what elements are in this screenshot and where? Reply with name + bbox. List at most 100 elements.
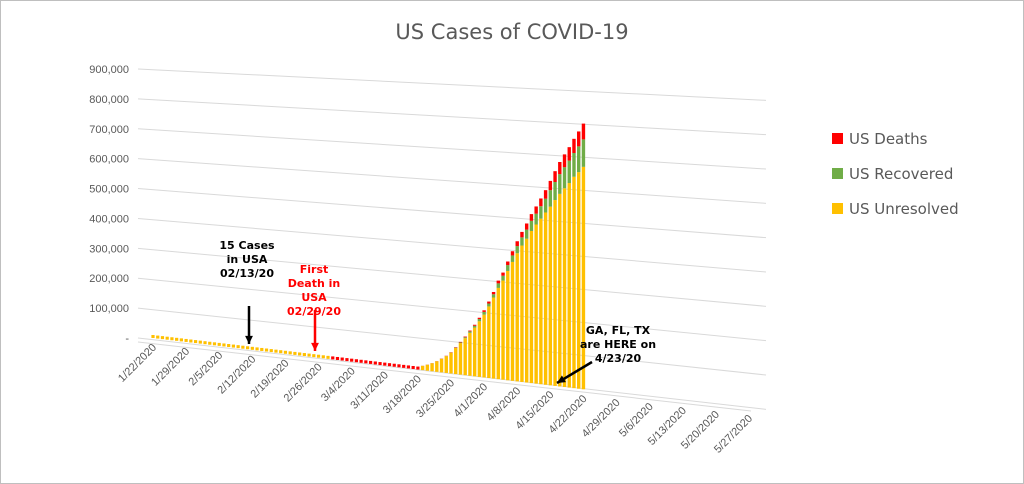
annotation-text: Death in [288,277,341,290]
bar-recovered [458,342,463,344]
bar-unresolved [567,183,571,388]
bar-tail [165,336,169,340]
bar-tail [250,346,254,350]
bar-tail [316,354,321,358]
bar-unresolved [463,338,467,376]
gridline [137,277,767,342]
bar-tail [307,353,311,357]
bar-unresolved [472,327,477,377]
bar-deaths [529,214,534,221]
bar-recovered [510,255,515,262]
bar-tail [359,359,363,363]
bar-tail [298,352,302,356]
bar-tail [411,365,415,369]
bar-unresolved [534,224,538,384]
y-tick-label: 500,000 [89,184,129,196]
gridline [137,217,767,273]
y-tick-label: 800,000 [89,94,129,106]
bar-unresolved [425,364,430,371]
bar-tail [179,338,183,342]
bar-recovered [496,283,501,288]
bar-unresolved [501,280,505,380]
bar-unresolved [562,188,567,388]
bar-unresolved [496,287,501,380]
bar-tail [326,355,330,359]
bars [151,123,586,390]
bar-deaths [558,161,562,175]
bar-recovered [501,275,505,281]
bar-deaths [515,241,519,247]
bar-recovered [577,146,581,173]
bar-unresolved [487,306,491,379]
bar-tail [387,363,392,367]
bar-deaths [501,272,505,276]
bar-deaths [562,154,567,168]
bar-unresolved [520,245,524,382]
x-tick-label: 4/1/2020 [451,381,490,420]
bar-tail [406,365,411,369]
y-tick-label: 900,000 [89,64,129,76]
x-tick-label: 5/6/2020 [617,401,656,440]
bar-tail [354,359,358,363]
bar-recovered [548,190,553,207]
y-tick-label: 300,000 [89,243,129,255]
bar-deaths [524,223,529,230]
bar-recovered [468,331,472,333]
gridline [137,307,767,376]
bar-recovered [524,229,529,239]
bar-unresolved [581,166,586,390]
bar-tail [212,342,217,346]
bar-recovered [534,213,538,225]
bar-tail [397,364,401,368]
bar-tail [227,344,231,348]
axis-floor-line [137,341,752,412]
bar-unresolved [577,172,581,389]
legend-label: US Recovered [849,165,953,183]
bar-recovered [529,220,534,231]
bar-tail [156,335,160,339]
bar-deaths [491,291,496,295]
bar-unresolved [510,261,515,381]
legend-label: US Unresolved [849,200,959,218]
bar-deaths [567,147,571,161]
bar-deaths [539,198,543,207]
y-axis-ticks: 900,000 800,000 700,000 600,000 500,000 400,0… [89,64,129,345]
bar-recovered [572,152,576,177]
bar-tail [335,356,340,360]
bar-unresolved [548,206,553,386]
annotation-text: GA, FL, TX [586,324,651,337]
bar-tail [217,342,221,346]
bar-tail [350,358,354,362]
bar-tail [279,350,283,354]
bar-tail [170,337,174,341]
bar-unresolved [558,193,562,387]
bar-deaths [510,251,515,256]
legend-swatch [832,133,843,144]
bar-unresolved [454,348,458,375]
bar-deaths [581,123,586,140]
arrow-head [311,342,319,351]
bar-tail [378,362,382,366]
bar-deaths [572,138,576,153]
bar-unresolved [572,176,576,389]
bar-tail [402,364,406,368]
bar-deaths [543,190,548,199]
gridline [137,98,767,136]
bar-tail [175,337,179,341]
bar-recovered [463,337,467,339]
y-tick-label: 200,000 [89,273,129,285]
gridline [137,68,767,101]
bar-tail [288,351,292,355]
bar-recovered [515,246,519,254]
bar-tail [331,356,335,360]
bar-recovered [472,325,477,328]
bar-unresolved [439,358,444,373]
bar-tail [236,345,240,349]
bar-unresolved [553,200,557,386]
bar-recovered [562,167,567,189]
bar-tail [241,345,245,349]
y-tick-label: 400,000 [89,213,129,225]
bar-tail [246,346,250,350]
